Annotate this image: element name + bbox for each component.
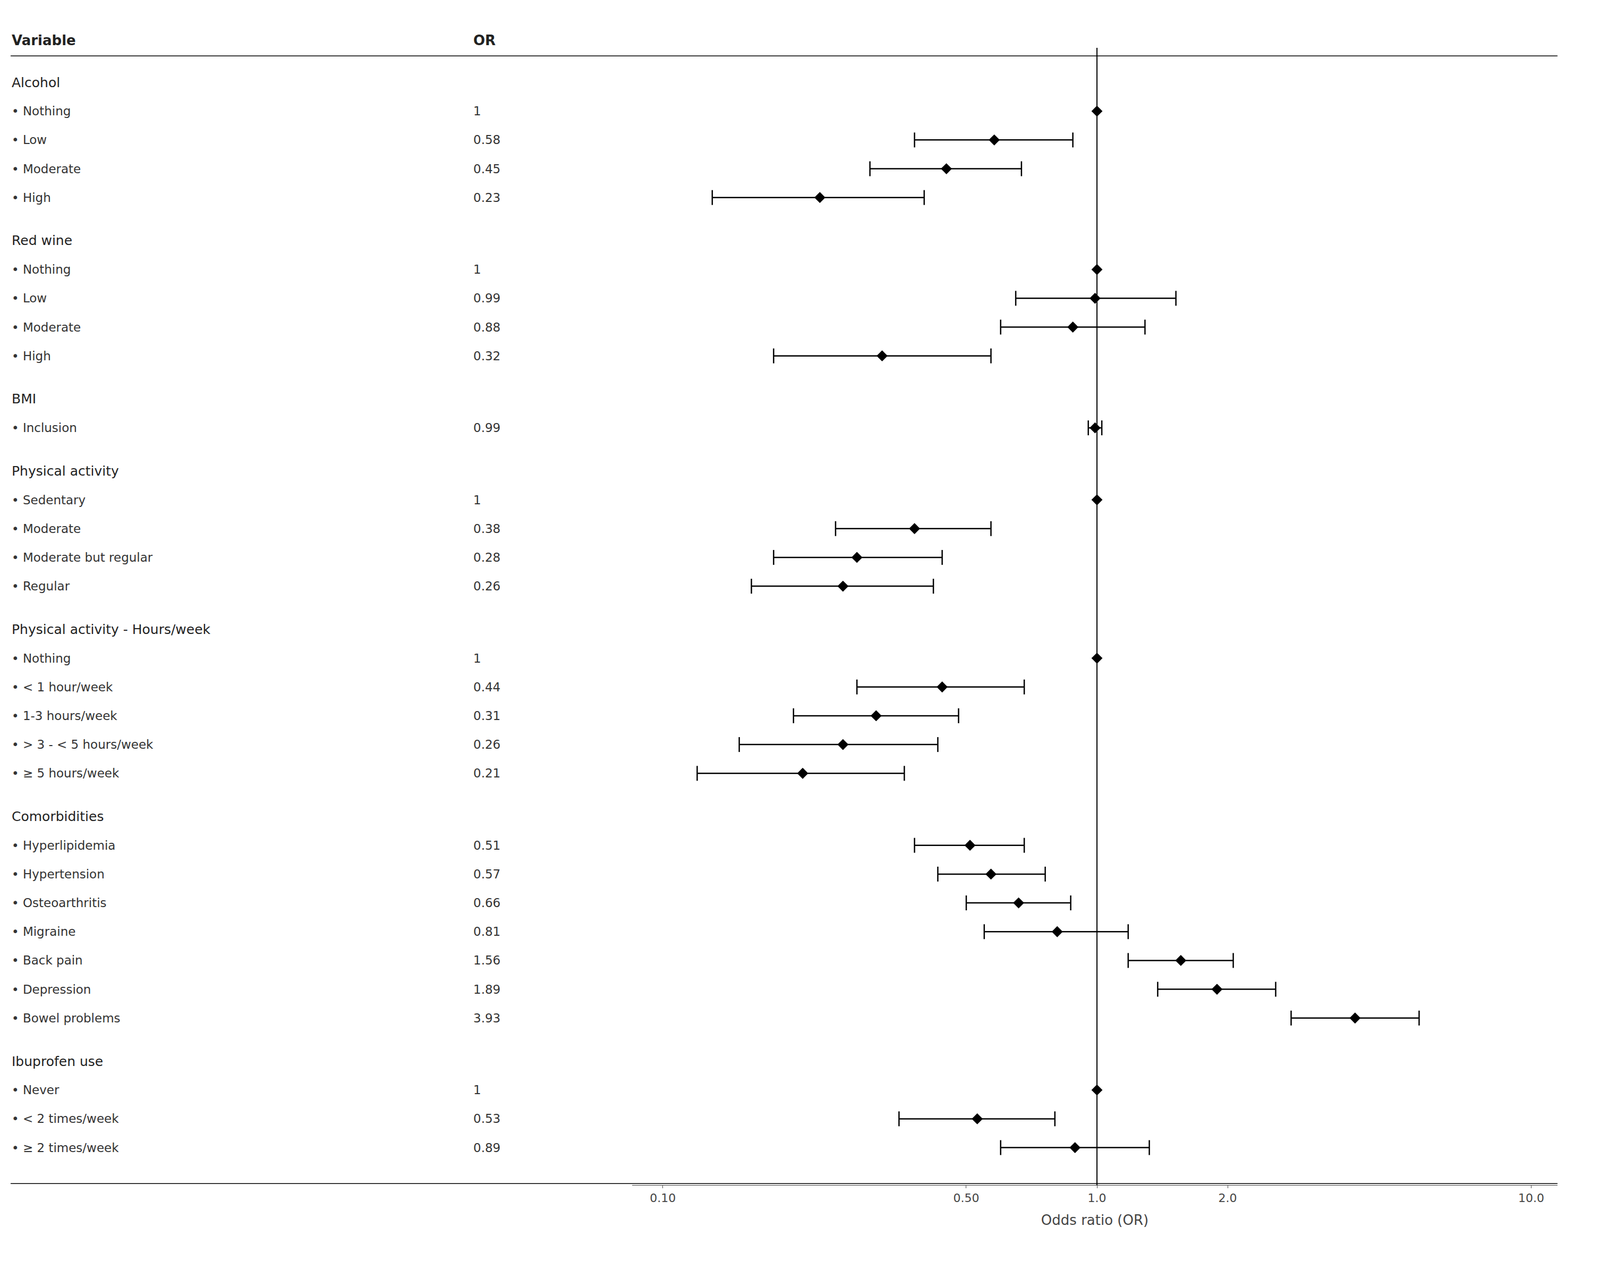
svg-text:1: 1: [473, 651, 482, 666]
svg-text:• Low: • Low: [11, 291, 47, 305]
svg-text:1.0: 1.0: [1087, 1190, 1107, 1205]
svg-text:1: 1: [473, 1082, 482, 1097]
svg-text:0.99: 0.99: [473, 291, 501, 305]
svg-text:BMI: BMI: [11, 390, 37, 407]
svg-text:0.66: 0.66: [473, 895, 501, 910]
svg-text:0.26: 0.26: [473, 737, 501, 752]
svg-text:0.99: 0.99: [473, 420, 501, 435]
svg-text:• Nothing: • Nothing: [11, 262, 71, 277]
svg-text:0.51: 0.51: [473, 838, 501, 853]
svg-text:• Low: • Low: [11, 132, 47, 147]
svg-text:0.38: 0.38: [473, 521, 501, 536]
svg-text:• Bowel problems: • Bowel problems: [11, 1010, 121, 1025]
svg-text:1.56: 1.56: [473, 952, 501, 967]
svg-text:10.0: 10.0: [1518, 1190, 1545, 1205]
svg-text:0.28: 0.28: [473, 550, 501, 565]
svg-text:0.32: 0.32: [473, 349, 501, 363]
svg-text:1: 1: [473, 262, 482, 277]
svg-text:0.88: 0.88: [473, 320, 501, 335]
svg-text:• Osteoarthritis: • Osteoarthritis: [11, 895, 107, 910]
svg-text:0.50: 0.50: [952, 1190, 980, 1205]
svg-text:• Moderate: • Moderate: [11, 162, 81, 176]
svg-text:Comorbidities: Comorbidities: [11, 808, 104, 824]
svg-text:Physical activity: Physical activity: [11, 463, 119, 479]
svg-text:• 1-3 hours/week: • 1-3 hours/week: [11, 708, 118, 723]
svg-text:Alcohol: Alcohol: [11, 74, 61, 91]
svg-text:• High: • High: [11, 349, 51, 363]
svg-text:Ibuprofen use: Ibuprofen use: [11, 1053, 104, 1069]
svg-text:• < 2 times/week: • < 2 times/week: [11, 1111, 119, 1126]
svg-text:0.44: 0.44: [473, 679, 501, 694]
svg-text:• High: • High: [11, 190, 51, 205]
svg-text:1: 1: [473, 492, 482, 507]
svg-text:Red wine: Red wine: [11, 232, 73, 249]
svg-text:• Inclusion: • Inclusion: [11, 420, 78, 435]
svg-text:0.81: 0.81: [473, 924, 501, 939]
svg-text:2.0: 2.0: [1218, 1190, 1238, 1205]
svg-text:0.57: 0.57: [473, 866, 501, 881]
svg-text:• < 1 hour/week: • < 1 hour/week: [11, 679, 114, 694]
svg-text:Physical activity - Hours/week: Physical activity - Hours/week: [11, 621, 211, 637]
svg-text:• ≥ 2 times/week: • ≥ 2 times/week: [11, 1140, 119, 1155]
svg-text:• Hypertension: • Hypertension: [11, 866, 105, 881]
svg-text:OR: OR: [473, 32, 496, 49]
svg-text:• Nothing: • Nothing: [11, 651, 71, 666]
svg-text:0.31: 0.31: [473, 708, 501, 723]
svg-text:0.45: 0.45: [473, 162, 501, 176]
svg-text:• Moderate: • Moderate: [11, 320, 81, 335]
svg-text:0.53: 0.53: [473, 1111, 501, 1126]
svg-text:• Moderate but regular: • Moderate but regular: [11, 550, 153, 565]
svg-text:• Moderate: • Moderate: [11, 521, 81, 536]
svg-text:Variable: Variable: [11, 32, 76, 49]
svg-text:0.23: 0.23: [473, 190, 501, 205]
svg-text:0.10: 0.10: [649, 1190, 676, 1205]
svg-text:• ≥ 5 hours/week: • ≥ 5 hours/week: [11, 766, 120, 780]
svg-text:0.21: 0.21: [473, 766, 501, 780]
svg-text:• Regular: • Regular: [11, 579, 71, 593]
svg-text:• Depression: • Depression: [11, 982, 91, 997]
svg-text:• Back pain: • Back pain: [11, 952, 83, 967]
svg-text:0.89: 0.89: [473, 1140, 501, 1155]
svg-text:0.58: 0.58: [473, 132, 501, 147]
svg-text:• Migraine: • Migraine: [11, 924, 76, 939]
svg-text:• Hyperlipidemia: • Hyperlipidemia: [11, 838, 116, 853]
svg-text:• Nothing: • Nothing: [11, 104, 71, 118]
svg-text:Odds ratio (OR): Odds ratio (OR): [1041, 1211, 1149, 1228]
svg-text:3.93: 3.93: [473, 1010, 501, 1025]
svg-text:• > 3 - < 5 hours/week: • > 3 - < 5 hours/week: [11, 737, 154, 752]
svg-text:• Never: • Never: [11, 1082, 60, 1097]
svg-text:• Sedentary: • Sedentary: [11, 492, 86, 507]
svg-text:0.26: 0.26: [473, 579, 501, 593]
svg-text:1: 1: [473, 104, 482, 118]
svg-text:1.89: 1.89: [473, 982, 501, 997]
